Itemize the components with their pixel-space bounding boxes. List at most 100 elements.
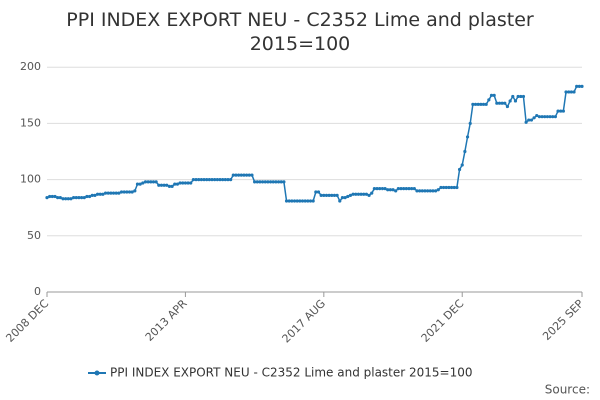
- point: [511, 94, 515, 99]
- point: [146, 180, 150, 184]
- point: [465, 135, 470, 139]
- point: [72, 196, 76, 200]
- point: [127, 190, 132, 194]
- point: [247, 173, 251, 177]
- x-tick-label: 2008 DEC: [3, 297, 51, 345]
- point: [391, 188, 395, 192]
- point: [572, 90, 576, 94]
- point: [181, 181, 185, 185]
- y-tick-label: 100: [20, 173, 41, 186]
- point: [330, 193, 334, 197]
- point: [199, 178, 203, 182]
- point: [207, 178, 211, 182]
- point: [489, 93, 494, 97]
- point: [367, 193, 371, 197]
- point: [545, 115, 549, 119]
- point: [82, 196, 86, 200]
- source: Source:: [545, 383, 590, 397]
- point: [508, 99, 512, 103]
- point: [407, 187, 411, 191]
- point: [117, 191, 121, 195]
- point: [218, 178, 222, 182]
- point: [93, 193, 97, 197]
- point: [431, 189, 435, 193]
- point: [516, 94, 520, 99]
- point: [455, 185, 459, 190]
- point: [503, 101, 507, 105]
- point: [231, 173, 235, 177]
- point: [362, 192, 366, 196]
- point: [229, 178, 233, 182]
- point: [159, 183, 164, 187]
- point: [468, 121, 472, 126]
- point: [50, 194, 54, 199]
- point: [537, 115, 542, 119]
- point: [553, 115, 557, 119]
- point: [215, 178, 219, 182]
- point: [239, 173, 243, 177]
- point: [551, 115, 555, 119]
- point: [428, 189, 432, 193]
- point: [223, 178, 227, 182]
- point: [441, 185, 446, 190]
- point: [418, 189, 422, 193]
- point: [529, 118, 534, 122]
- point: [173, 182, 177, 186]
- point: [266, 180, 270, 184]
- point: [314, 190, 318, 194]
- point: [487, 98, 491, 102]
- point: [98, 192, 102, 196]
- point: [404, 187, 408, 191]
- point: [95, 192, 100, 196]
- point: [186, 181, 190, 185]
- point: [245, 173, 249, 177]
- point: [343, 196, 347, 200]
- point: [447, 185, 451, 190]
- point: [85, 194, 89, 199]
- point: [460, 163, 464, 167]
- point: [237, 173, 241, 177]
- y-tick-label: 0: [34, 285, 41, 298]
- point: [476, 102, 480, 106]
- legend-marker: [94, 370, 100, 376]
- point: [58, 196, 62, 200]
- point: [388, 188, 392, 192]
- point: [434, 189, 438, 193]
- point: [473, 102, 478, 106]
- point: [234, 173, 238, 177]
- point: [77, 196, 81, 200]
- point: [268, 180, 273, 184]
- point: [340, 196, 345, 200]
- point: [308, 199, 313, 203]
- point: [505, 104, 510, 109]
- point: [274, 180, 278, 184]
- point: [165, 183, 169, 187]
- point: [191, 178, 195, 182]
- point: [348, 193, 353, 197]
- point: [253, 180, 257, 184]
- point: [53, 194, 57, 199]
- point: [80, 196, 84, 200]
- point: [492, 93, 496, 97]
- point: [258, 180, 262, 184]
- point: [540, 115, 544, 119]
- point: [500, 101, 504, 105]
- point: [396, 187, 400, 191]
- x-tick-label: 2025 SEP: [540, 297, 586, 343]
- point: [154, 180, 158, 184]
- point: [495, 101, 499, 105]
- point: [319, 193, 323, 197]
- point: [375, 187, 379, 191]
- point: [364, 192, 369, 196]
- point: [276, 180, 281, 184]
- point: [463, 149, 467, 154]
- point: [111, 191, 116, 195]
- point: [338, 199, 342, 203]
- point: [577, 84, 581, 88]
- point: [90, 193, 94, 197]
- y-tick-label: 200: [20, 60, 41, 73]
- point: [423, 189, 427, 193]
- point: [167, 184, 172, 188]
- point: [335, 193, 339, 197]
